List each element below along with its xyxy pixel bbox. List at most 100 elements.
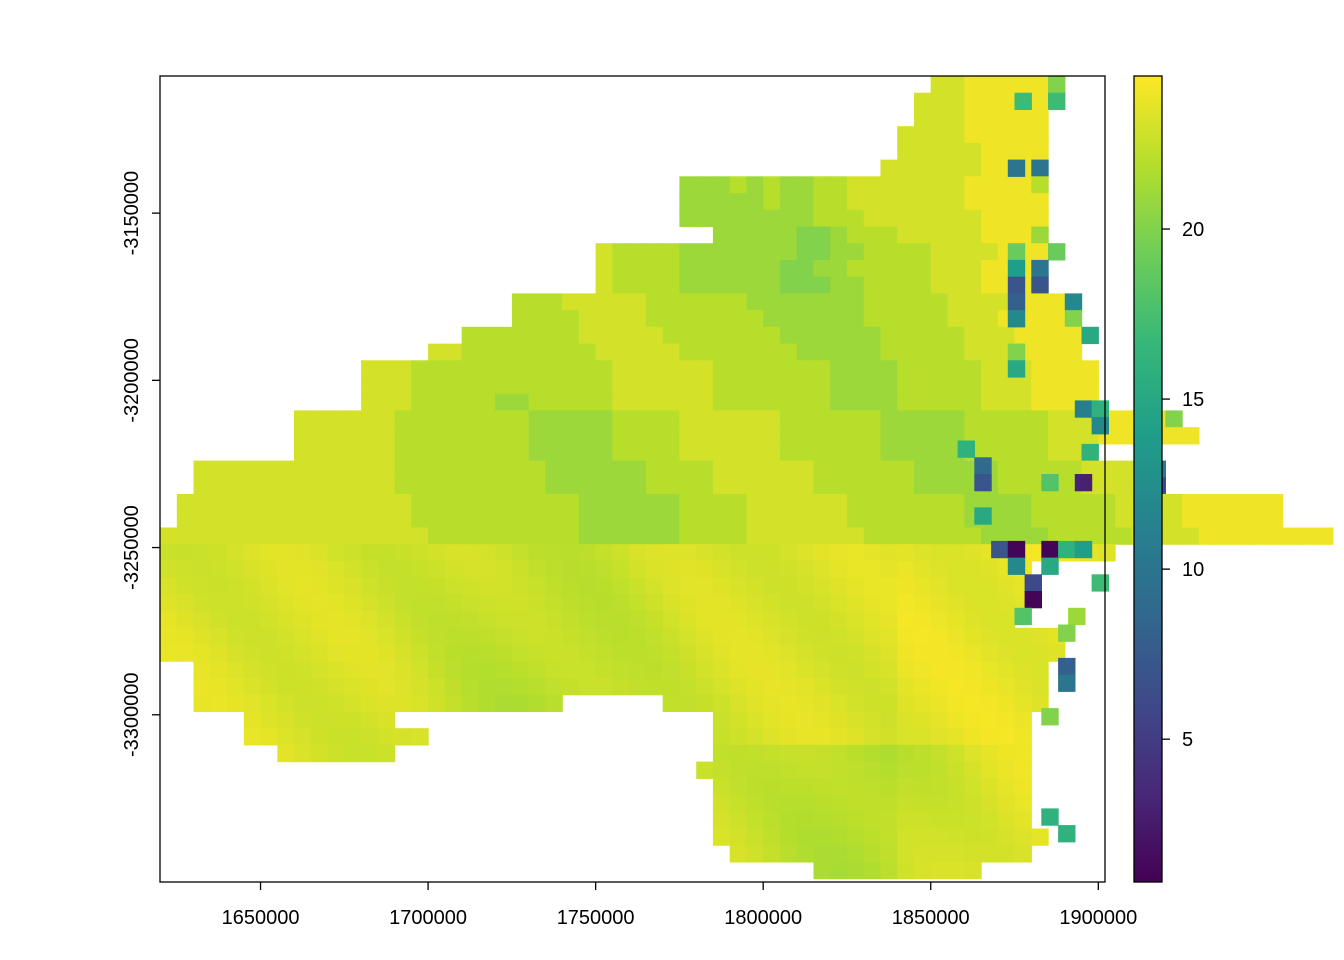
raster-cell <box>444 577 463 595</box>
raster-cell <box>796 360 815 378</box>
raster-cell <box>645 410 664 428</box>
raster-cell <box>629 560 647 579</box>
raster-cell <box>679 494 697 512</box>
raster-cell <box>578 611 597 629</box>
raster-cell <box>997 510 1016 529</box>
raster-cell <box>595 310 613 328</box>
raster-cell <box>830 594 848 612</box>
raster-cell <box>880 477 898 495</box>
raster-cell <box>1048 360 1066 378</box>
raster-cell <box>779 443 798 462</box>
raster-cell <box>629 343 647 361</box>
raster-cell <box>1014 377 1032 395</box>
x-tick-label: 1800000 <box>724 907 802 929</box>
raster-cell <box>612 259 630 278</box>
raster-cell <box>361 393 379 411</box>
raster-cell <box>176 494 195 512</box>
raster-cell <box>645 644 664 662</box>
raster-cell <box>595 360 613 378</box>
raster-cell <box>478 611 496 629</box>
raster-cell <box>411 443 429 462</box>
raster-cell <box>746 326 764 345</box>
raster-cell <box>914 711 932 729</box>
raster-cell <box>344 728 362 746</box>
raster-cell <box>796 577 815 595</box>
raster-cell <box>914 126 932 144</box>
raster-cell <box>981 176 999 194</box>
raster-cell <box>763 678 781 696</box>
raster-cell <box>1115 510 1133 529</box>
raster-cell <box>428 377 446 395</box>
raster-cell <box>444 594 463 612</box>
raster-cell <box>712 477 731 495</box>
raster-cell <box>679 393 697 411</box>
raster-cell <box>712 343 731 361</box>
raster-cell <box>712 209 731 228</box>
raster-cell <box>914 276 932 294</box>
raster-cell <box>796 627 815 646</box>
raster-cell <box>813 393 831 411</box>
raster-cell <box>662 560 681 579</box>
raster-cell <box>813 276 831 294</box>
raster-cell <box>394 644 412 662</box>
raster-cell <box>813 644 831 662</box>
raster-cell <box>712 795 731 813</box>
raster-cell <box>1014 795 1032 813</box>
raster-cell <box>444 644 463 662</box>
raster-cell <box>495 393 513 411</box>
raster-cell <box>327 460 345 478</box>
raster-cell <box>813 343 831 361</box>
raster-cell <box>997 644 1016 662</box>
raster-cell <box>930 594 949 612</box>
raster-cell <box>629 661 647 679</box>
raster-cell <box>746 443 764 462</box>
raster-cell <box>830 226 848 244</box>
raster-cell <box>511 326 530 345</box>
raster-cell <box>880 377 898 395</box>
raster-cell <box>897 678 915 696</box>
raster-cell <box>964 293 982 311</box>
raster-cell <box>863 360 882 378</box>
raster-cell <box>1048 377 1066 395</box>
raster-cell <box>746 209 764 228</box>
raster-cell <box>394 427 412 445</box>
raster-cell <box>1048 243 1066 261</box>
raster-cell <box>411 410 429 428</box>
raster-cell <box>511 510 530 529</box>
raster-cell <box>612 293 630 311</box>
raster-cell <box>361 494 379 512</box>
raster-cell <box>160 594 178 612</box>
raster-cell <box>981 811 999 830</box>
raster-cell <box>1007 243 1026 261</box>
raster-cell <box>444 527 463 545</box>
raster-cell <box>377 410 396 428</box>
raster-cell <box>1115 494 1133 512</box>
raster-cell <box>997 711 1016 729</box>
raster-cell <box>562 410 580 428</box>
raster-cell <box>1014 778 1032 796</box>
raster-cell <box>813 243 831 261</box>
raster-cell <box>344 661 362 679</box>
raster-cell <box>847 226 865 244</box>
raster-cell <box>1282 527 1300 545</box>
raster-cell <box>696 176 714 194</box>
raster-cell <box>361 410 379 428</box>
raster-cell <box>813 627 831 646</box>
raster-cell <box>897 778 915 796</box>
raster-cell <box>796 811 815 830</box>
raster-cell <box>997 678 1016 696</box>
raster-cell <box>310 594 329 612</box>
raster-cell <box>1058 624 1076 642</box>
raster-cell <box>863 343 882 361</box>
raster-cell <box>997 477 1016 495</box>
raster-cell <box>712 243 731 261</box>
raster-cell <box>863 427 882 445</box>
raster-cell <box>1232 494 1250 512</box>
raster-cell <box>645 293 664 311</box>
raster-cell <box>930 728 949 746</box>
raster-cell <box>796 176 815 194</box>
raster-cell <box>779 259 798 278</box>
raster-cell <box>981 494 999 512</box>
raster-cell <box>997 778 1016 796</box>
raster-cell <box>310 477 329 495</box>
